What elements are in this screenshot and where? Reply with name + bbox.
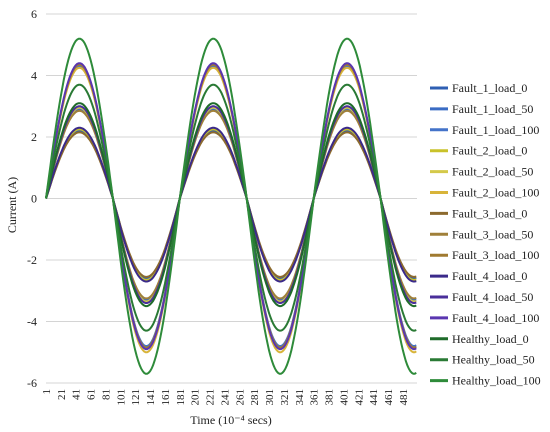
x-tick-label: 401 [338,389,350,406]
x-tick-label: 101 [115,389,127,406]
y-tick-label: 6 [31,7,37,21]
x-axis-ticks: 1 21 41 61 81 101 121 141 161 181 201 221 241 261 281 3… [41,389,410,406]
x-tick-label: 481 [398,389,410,406]
x-tick-label: 381 [324,389,336,406]
legend-label: Fault_3_load_0 [452,206,527,220]
legend-label: Fault_2_load_50 [452,165,533,179]
x-tick-label: 461 [383,389,395,406]
legend-label: Fault_3_load_100 [452,248,539,262]
x-tick-label: 181 [175,389,187,406]
legend-label: Fault_4_load_0 [452,269,527,283]
x-tick-label: 161 [160,389,172,406]
y-axis-label: Current (A) [5,177,19,233]
series-line [45,126,417,283]
x-axis-label: Time (10⁻⁴ secs) [190,413,271,427]
y-tick-label: 2 [31,130,37,144]
legend-label: Fault_2_load_100 [452,186,539,200]
x-tick-label: 81 [100,389,112,400]
x-tick-label: 201 [190,389,202,406]
x-tick-label: 141 [145,389,157,406]
legend-label: Healthy_load_50 [452,353,535,367]
x-tick-label: 261 [234,389,246,406]
x-tick-label: 281 [249,389,261,406]
x-tick-label: 61 [86,389,98,400]
legend-label: Fault_4_load_50 [452,290,533,304]
x-tick-label: 1 [41,389,53,395]
legend-label: Fault_4_load_100 [452,311,539,325]
series-line [45,37,417,375]
x-tick-label: 21 [56,389,68,400]
x-tick-label: 221 [205,389,217,406]
legend-label: Fault_3_load_50 [452,227,533,241]
y-tick-label: -6 [27,376,37,390]
x-tick-label: 301 [264,389,276,406]
x-tick-label: 321 [279,389,291,406]
legend-label: Fault_1_load_0 [452,81,527,95]
legend-label: Healthy_load_100 [452,374,541,388]
legend-label: Fault_1_load_100 [452,123,539,137]
legend-label: Fault_2_load_0 [452,144,527,158]
y-axis-ticks: 6 4 2 0 -2 -4 -6 [27,7,37,390]
legend-label: Healthy_load_0 [452,332,529,346]
x-tick-label: 241 [219,389,231,406]
x-tick-label: 341 [294,389,306,406]
y-tick-label: 0 [31,192,37,206]
series-line [45,83,417,332]
y-tick-label: -2 [27,253,37,267]
x-tick-label: 441 [368,389,380,406]
x-tick-label: 421 [353,389,365,406]
x-tick-label: 41 [71,389,83,400]
y-tick-label: 4 [31,69,37,83]
series-lines [45,37,417,375]
x-tick-label: 361 [309,389,321,406]
x-tick-label: 121 [130,389,142,406]
legend-label: Fault_1_load_50 [452,102,533,116]
legend: Fault_1_load_0 Fault_1_load_50 Fault_1_loa… [430,81,541,388]
y-tick-label: -4 [27,315,37,329]
